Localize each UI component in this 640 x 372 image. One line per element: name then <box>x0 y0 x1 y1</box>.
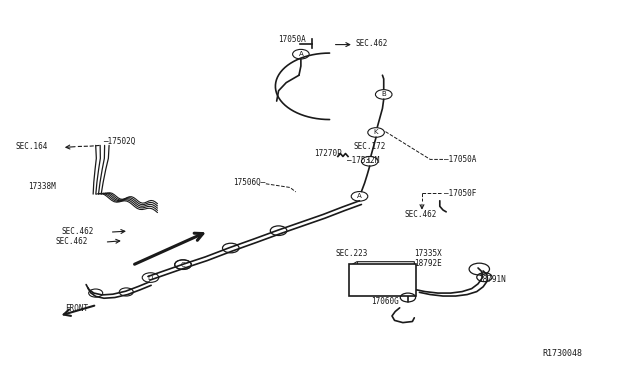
Text: K: K <box>374 129 378 135</box>
Text: 17050A: 17050A <box>278 35 307 44</box>
Text: SEC.462: SEC.462 <box>356 39 388 48</box>
Text: 17270P: 17270P <box>314 150 341 158</box>
Text: 17506Q─: 17506Q─ <box>234 178 266 187</box>
Text: SEC.164: SEC.164 <box>15 142 48 151</box>
Text: A: A <box>298 51 303 57</box>
Text: ─17502Q: ─17502Q <box>103 137 136 146</box>
Text: SEC.172: SEC.172 <box>354 142 386 151</box>
Text: 18791N: 18791N <box>478 275 506 283</box>
Text: SEC.462: SEC.462 <box>62 227 94 235</box>
Text: SEC.223: SEC.223 <box>336 249 368 258</box>
Text: 17338M: 17338M <box>28 182 56 191</box>
Text: —17050A: —17050A <box>444 155 477 164</box>
Text: R1730048: R1730048 <box>542 350 582 359</box>
Text: SEC.462: SEC.462 <box>404 209 437 219</box>
Text: D: D <box>148 275 153 280</box>
Text: —17532M: —17532M <box>348 156 380 166</box>
Text: SEC.462: SEC.462 <box>56 237 88 246</box>
Text: 17335X: 17335X <box>414 249 442 258</box>
Text: 18792E: 18792E <box>414 259 442 268</box>
FancyBboxPatch shape <box>349 264 416 296</box>
Text: FRONT: FRONT <box>65 304 88 313</box>
Text: B: B <box>381 92 386 97</box>
Text: C: C <box>180 262 186 267</box>
Text: —17050F: —17050F <box>444 189 477 198</box>
Text: L: L <box>368 158 372 164</box>
Text: A: A <box>357 193 362 199</box>
Text: 17060G: 17060G <box>371 297 399 306</box>
